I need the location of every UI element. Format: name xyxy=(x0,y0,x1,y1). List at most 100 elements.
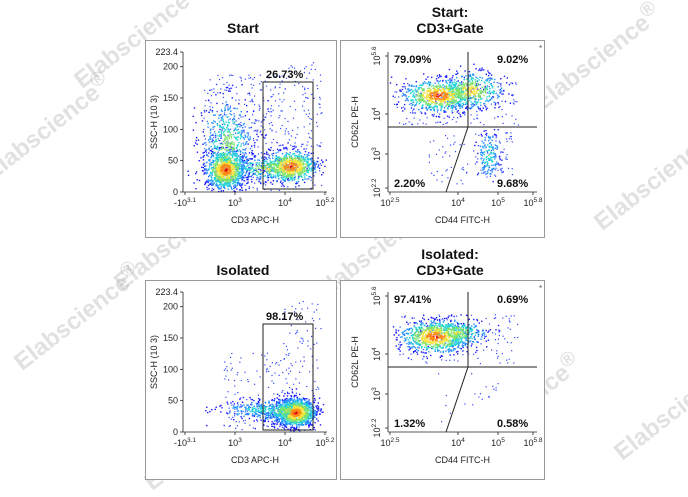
event-dot xyxy=(242,169,243,170)
event-dot xyxy=(225,149,226,150)
event-dot xyxy=(271,190,272,191)
event-dot xyxy=(212,148,213,149)
event-dot xyxy=(390,82,391,83)
event-dot xyxy=(251,181,252,182)
event-dot xyxy=(414,112,415,113)
event-dot xyxy=(485,140,486,141)
event-dot xyxy=(235,124,236,125)
event-dot xyxy=(475,102,476,103)
event-dot xyxy=(449,94,450,95)
event-dot xyxy=(220,153,221,154)
event-dot xyxy=(206,110,207,111)
event-dot xyxy=(248,138,249,139)
y-tick-label: 0 xyxy=(173,187,178,197)
event-dot xyxy=(473,150,474,151)
event-dot xyxy=(495,176,496,177)
event-dot xyxy=(308,155,309,156)
event-dot xyxy=(318,402,319,403)
event-dot xyxy=(223,141,224,142)
event-dot xyxy=(256,419,257,420)
event-dot xyxy=(231,136,232,137)
event-dot xyxy=(461,180,462,181)
event-dot xyxy=(472,97,473,98)
event-dot xyxy=(282,158,283,159)
event-dot xyxy=(433,91,434,92)
event-dot xyxy=(477,158,478,159)
event-dot xyxy=(452,107,453,108)
event-dot xyxy=(304,173,305,174)
event-dot xyxy=(223,126,224,127)
event-dot xyxy=(314,166,315,167)
event-dot xyxy=(509,138,510,139)
event-dot xyxy=(483,124,484,125)
event-dot xyxy=(269,172,270,173)
event-dot xyxy=(252,114,253,115)
event-dot xyxy=(506,138,507,139)
event-dot xyxy=(211,155,212,156)
event-dot xyxy=(487,100,488,101)
event-dot xyxy=(271,122,272,123)
event-dot xyxy=(488,82,489,83)
event-dot xyxy=(240,168,241,169)
event-dot xyxy=(321,409,322,410)
event-dot xyxy=(421,108,422,109)
event-dot xyxy=(308,176,309,177)
event-dot xyxy=(219,176,220,177)
event-dot xyxy=(258,120,259,121)
event-dot xyxy=(464,144,465,145)
event-dot xyxy=(442,146,443,147)
event-dot xyxy=(299,426,300,427)
event-dot xyxy=(453,144,454,145)
event-dot xyxy=(496,135,497,136)
event-dot xyxy=(462,107,463,108)
event-dot xyxy=(450,107,451,108)
event-dot xyxy=(420,111,421,112)
event-dot xyxy=(223,93,224,94)
event-dot xyxy=(398,96,399,97)
event-dot xyxy=(222,155,223,156)
event-dot xyxy=(240,134,241,135)
event-dot xyxy=(292,180,293,181)
event-dot xyxy=(228,157,229,158)
event-dot xyxy=(245,157,246,158)
event-dot xyxy=(475,79,476,80)
event-dot xyxy=(237,402,238,403)
event-dot xyxy=(221,130,222,131)
event-dot xyxy=(244,138,245,139)
event-dot xyxy=(278,117,279,118)
event-dot xyxy=(297,151,298,152)
event-dot xyxy=(211,179,212,180)
event-dot xyxy=(280,424,281,425)
event-dot xyxy=(417,95,418,96)
event-dot xyxy=(501,170,502,171)
event-dot xyxy=(495,148,496,149)
event-dot xyxy=(253,140,254,141)
event-dot xyxy=(499,92,500,93)
event-dot xyxy=(243,178,244,179)
event-dot xyxy=(450,82,451,83)
event-dot xyxy=(281,165,282,166)
event-dot xyxy=(405,78,406,79)
event-dot xyxy=(483,162,484,163)
event-dot xyxy=(446,94,447,95)
event-dot xyxy=(236,120,237,121)
event-dot xyxy=(303,397,304,398)
event-dot xyxy=(438,96,439,97)
event-dot xyxy=(254,384,255,385)
event-dot xyxy=(260,169,261,170)
event-dot xyxy=(201,112,202,113)
event-dot xyxy=(256,120,257,121)
event-dot xyxy=(232,119,233,120)
event-dot xyxy=(294,85,295,86)
event-dot xyxy=(230,162,231,163)
event-dot xyxy=(458,88,459,89)
event-dot xyxy=(480,84,481,85)
event-dot xyxy=(213,92,214,93)
event-dot xyxy=(449,78,450,79)
event-dot xyxy=(405,88,406,89)
event-dot xyxy=(240,397,241,398)
event-dot xyxy=(408,88,409,89)
event-dot xyxy=(482,153,483,154)
event-dot xyxy=(474,85,475,86)
event-dot xyxy=(447,122,448,123)
